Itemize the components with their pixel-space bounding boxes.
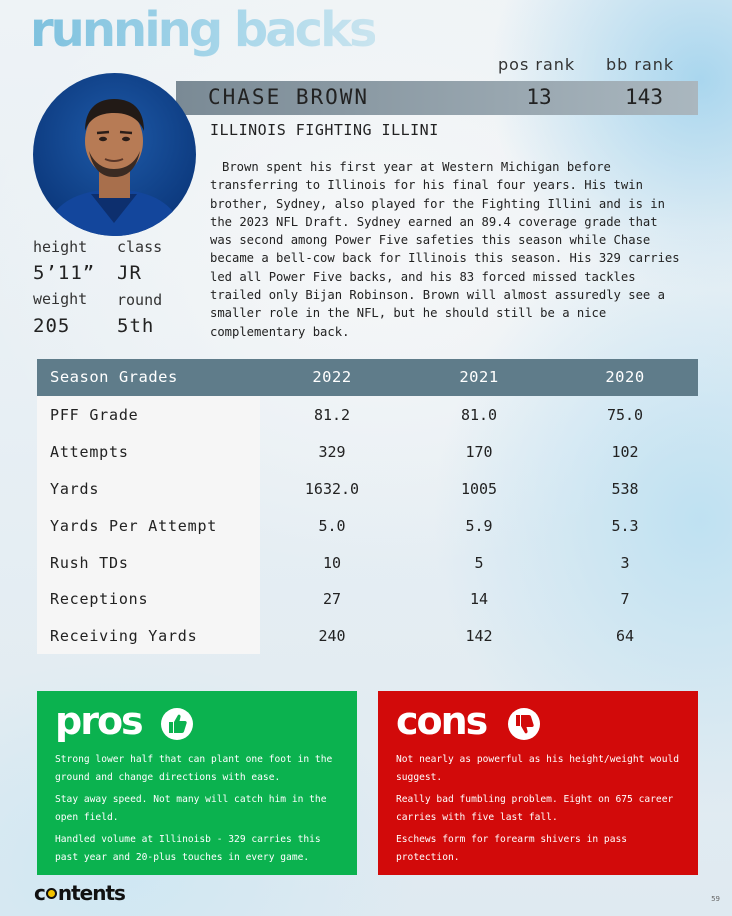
thumbs-down-icon: [508, 708, 540, 740]
table-row: Receiving Yards 240 142 64: [37, 617, 698, 655]
logo-text-end: ntents: [57, 881, 126, 905]
section-title: running backs: [30, 2, 378, 58]
cons-item: Really bad fumbling problem. Eight on 67…: [396, 794, 674, 823]
cons-panel: cons Not nearly as powerful as his heigh…: [378, 691, 698, 875]
row-label: Yards: [50, 479, 100, 498]
player-name: CHASE BROWN: [208, 85, 370, 109]
grade-value: 538: [611, 479, 639, 498]
logo-text-start: c: [34, 881, 46, 905]
season-grades-table: Season Grades 2022 2021 2020 PFF Grade 81…: [37, 359, 698, 655]
grade-value: 240: [318, 627, 346, 646]
grades-header-year: 2022: [312, 368, 352, 386]
grade-value: 5.9: [465, 516, 493, 535]
weight-label: weight: [33, 290, 88, 308]
grades-header-year: 2020: [605, 368, 645, 386]
grades-body: PFF Grade 81.2 81.0 75.0 Attempts 329 170 102 Ya…: [37, 396, 698, 655]
table-row: PFF Grade 81.2 81.0 75.0: [37, 396, 698, 433]
row-label-cell: [37, 580, 260, 618]
grade-value: 64: [615, 627, 635, 646]
pros-item: Stay away speed. Not many will catch him…: [55, 794, 327, 823]
cons-item: Not nearly as powerful as his height/wei…: [396, 754, 680, 783]
grade-value: 14: [469, 590, 489, 609]
class-label: class: [117, 238, 163, 256]
grade-value: 27: [322, 590, 342, 609]
table-row: Rush TDs 10 5 3: [37, 543, 698, 581]
height-label: height: [33, 238, 88, 256]
player-headshot-icon: [43, 99, 186, 236]
pros-item: Handled volume at Illinoisb - 329 carrie…: [55, 834, 321, 863]
cons-title: cons: [396, 699, 488, 743]
row-label: Rush TDs: [50, 553, 129, 572]
thumbs-up-icon: [161, 708, 193, 740]
round-value: 5th: [117, 315, 155, 337]
grade-value: 5.3: [611, 516, 639, 535]
row-label: Attempts: [50, 442, 129, 461]
cons-item: Eschews form for forearm shivers in pass…: [396, 834, 628, 863]
grade-value: 81.2: [313, 406, 351, 424]
bb-rank-label: bb rank: [606, 55, 675, 74]
player-vitals: height class 5’11” JR weight round 205 5…: [33, 238, 183, 338]
pos-rank-value: 13: [526, 85, 552, 109]
pros-title: pros: [55, 699, 144, 743]
pros-item: Strong lower half that can plant one foo…: [55, 754, 333, 783]
pos-rank-label: pos rank: [498, 55, 576, 74]
row-label: Yards Per Attempt: [50, 516, 218, 535]
grade-value: 75.0: [606, 406, 644, 424]
page-number: 59: [711, 895, 720, 903]
grades-header-label: Season Grades: [50, 368, 178, 386]
pros-panel: pros Strong lower half that can plant on…: [37, 691, 357, 875]
grade-value: 102: [611, 442, 639, 461]
table-row: Receptions 27 14 7: [37, 580, 698, 618]
row-label-cell: [37, 506, 260, 544]
contents-logo[interactable]: c ntents: [34, 881, 126, 905]
grade-value: 7: [620, 590, 630, 609]
grade-value: 329: [318, 442, 346, 461]
grade-value: 5: [474, 553, 484, 572]
player-photo: [33, 73, 196, 236]
class-value: JR: [117, 262, 142, 284]
rank-headers: pos rank bb rank: [498, 55, 698, 77]
grade-value: 1005: [460, 479, 498, 498]
grades-header-row: Season Grades 2022 2021 2020: [37, 359, 698, 396]
logo-dot-icon: [45, 888, 57, 899]
player-bio: Brown spent his first year at Western Mi…: [210, 160, 680, 339]
table-row: Yards 1632.0 1005 538: [37, 469, 698, 507]
grade-value: 1632.0: [304, 479, 360, 498]
height-value: 5’11”: [33, 262, 96, 284]
round-label: round: [117, 291, 163, 309]
grade-value: 3: [620, 553, 630, 572]
pros-list: Strong lower half that can plant one foo…: [55, 751, 343, 871]
table-row: Yards Per Attempt 5.0 5.9 5.3: [37, 506, 698, 544]
row-label-cell: [37, 396, 260, 433]
player-school: ILLINOIS FIGHTING ILLINI: [210, 121, 439, 139]
row-label: Receiving Yards: [50, 627, 198, 646]
grade-value: 170: [465, 442, 493, 461]
row-label-cell: [37, 617, 260, 655]
weight-value: 205: [33, 315, 71, 337]
row-label-cell: [37, 432, 260, 470]
row-label: Receptions: [50, 590, 149, 609]
player-name-bar: CHASE BROWN 13 143: [176, 81, 698, 115]
cons-list: Not nearly as powerful as his height/wei…: [396, 751, 684, 871]
grade-value: 10: [322, 553, 342, 572]
bb-rank-value: 143: [625, 85, 663, 109]
grade-value: 5.0: [318, 516, 346, 535]
grade-value: 81.0: [460, 406, 498, 424]
row-label: PFF Grade: [50, 406, 139, 424]
row-label-cell: [37, 543, 260, 581]
table-row: Attempts 329 170 102: [37, 432, 698, 470]
grade-value: 142: [465, 627, 493, 646]
grades-header-year: 2021: [459, 368, 499, 386]
row-label-cell: [37, 469, 260, 507]
